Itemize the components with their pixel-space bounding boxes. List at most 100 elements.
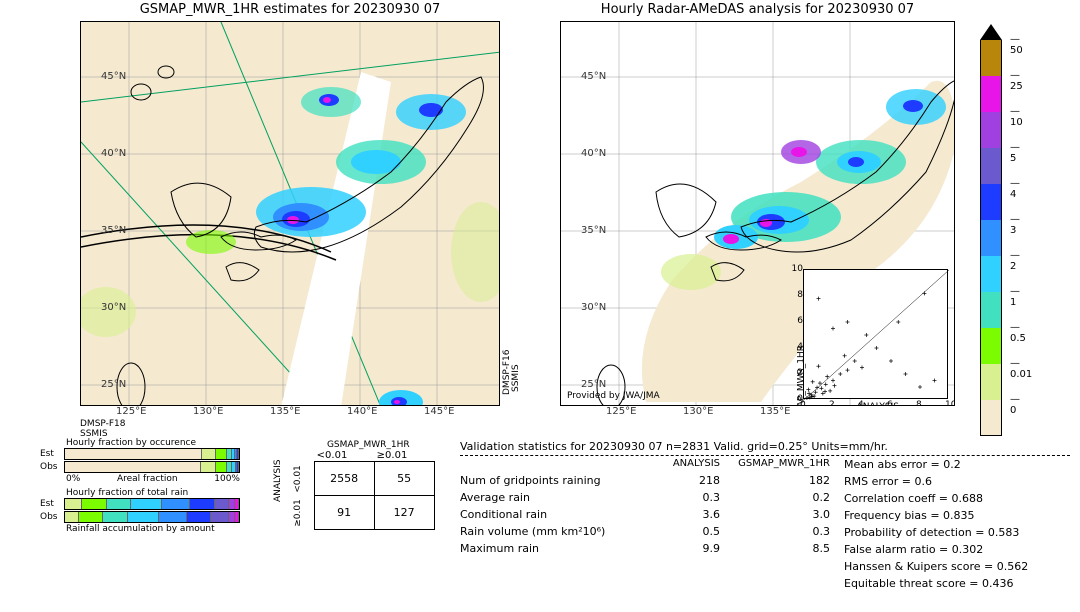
bar-segment [190,499,214,509]
lat-tick: 25°N [101,379,126,390]
scatter-point [823,390,827,394]
left-side-note2: SSMIS [511,364,521,392]
colorbar-segment [980,184,1002,220]
right-map-title: Hourly Radar-AMeDAS analysis for 2023093… [560,2,955,17]
colorbar-segment [980,256,1002,292]
colorbar-segment [980,328,1002,364]
scatter-point [819,386,823,390]
bar-segment [107,499,131,509]
fraction-bar [64,461,240,473]
lat-tick: 45°N [581,71,606,82]
bar-segment [65,462,201,472]
scatter-ytick: 10 [792,264,803,274]
scatter-point [846,368,850,372]
val-row-label: Rain volume (mm km²10⁶) [460,523,640,540]
lat-tick: 30°N [101,302,126,313]
bar-segment [202,449,216,459]
colorbar: — 50— 25— 10— 5— 4— 3— 2— 1— 0.5— 0.01— … [980,24,1002,436]
frac-footer2: Rainfall accumulation by amount [66,524,240,534]
val-metric: False alarm ratio = 0.302 [844,541,1070,558]
left-map-svg [81,22,500,406]
cont-cell: 127 [374,496,434,530]
scatter-ytick: 6 [797,316,803,326]
colorbar-tick: — 0 [1010,394,1020,416]
bar-row-label: Est [40,499,64,509]
scatter-point [860,366,864,370]
val-row-gsmap: 0.2 [720,489,830,506]
right-footnote: Provided by JWA/JMA [567,391,660,401]
cont-col-label: ≥0.01 [362,450,422,461]
lon-tick: 125°E [116,406,146,417]
scatter-point [815,386,819,390]
scatter-point [838,372,842,376]
contingency-table: 255855 91127 [314,461,435,530]
frac-footer1: Areal fraction [117,474,178,484]
colorbar-segment [980,148,1002,184]
cont-cell: 55 [374,462,434,496]
scatter-point [832,384,836,388]
scatter-ytick: 0 [797,394,803,404]
val-row-label: Conditional rain [460,506,640,523]
val-row-label: Num of gridpoints raining [460,472,640,489]
scatter-point [843,354,847,358]
val-metric: Probability of detection = 0.583 [844,524,1070,541]
colorbar-segment [980,112,1002,148]
cont-col-label: <0.01 [302,450,362,461]
cont-cell: 2558 [314,462,374,496]
lat-tick: 45°N [101,71,126,82]
bar-segment [159,512,187,522]
bar-segment [128,512,159,522]
bar-row-label: Obs [40,512,64,522]
scatter-point [864,333,868,337]
bar-segment [237,449,239,459]
validation-title: Validation statistics for 20230930 07 n=… [460,440,1070,456]
cont-cell: 91 [314,496,374,530]
colorbar-tick: — 0.01 [1010,358,1032,380]
scatter-ytick: 2 [797,368,803,378]
val-row-gsmap: 182 [720,472,830,489]
lon-tick: 135°E [760,406,790,417]
lat-tick: 40°N [581,148,606,159]
colorbar-tick: — 3 [1010,214,1020,236]
bar-segment [79,512,103,522]
bar-row-label: Obs [40,462,64,472]
scatter-point [828,389,832,393]
val-metric: Equitable threat score = 0.436 [844,575,1070,592]
val-row-analysis: 3.6 [640,506,720,523]
lat-tick: 35°N [101,225,126,236]
scatter-point [846,320,850,324]
val-metric: Mean abs error = 0.2 [844,456,1070,473]
left-map-title: GSMAP_MWR_1HR estimates for 20230930 07 [80,2,500,17]
val-row-analysis: 0.3 [640,489,720,506]
cont-side: ANALYSIS [273,490,283,502]
bar-segment [65,499,82,509]
left-map: 45°N 40°N 35°N 30°N 25°N [80,21,500,406]
lon-tick: 145°E [424,406,454,417]
scatter-point [806,388,810,392]
lon-tick: 130°E [193,406,223,417]
val-metric: Correlation coeff = 0.688 [844,490,1070,507]
bar-segment [235,512,238,522]
lon-tick: 130°E [683,406,713,417]
lat-tick: 35°N [581,225,606,236]
bar-segment [187,512,211,522]
bar-segment [103,512,127,522]
val-metric: Frequency bias = 0.835 [844,507,1070,524]
colorbar-tick: — 2 [1010,250,1020,272]
scatter-point [831,379,835,383]
bar-segment [82,499,106,509]
fraction-title1: Hourly fraction by occurence [66,438,240,448]
bar-segment [65,512,79,522]
cont-row-label: ≥0.01 [293,499,303,527]
scatter-point [875,346,879,350]
cont-header: GSMAP_MWR_1HR [302,440,435,450]
val-row-gsmap: 3.0 [720,506,830,523]
lon-tick: 140°E [347,406,377,417]
right-map-panel: Hourly Radar-AMeDAS analysis for 2023093… [560,2,955,420]
val-row-analysis: 0.5 [640,523,720,540]
frac-tick: 100% [214,474,240,484]
colorbar-tick: — 0.5 [1010,322,1026,344]
colorbar-segment [980,364,1002,400]
colorbar-arrow-icon [980,24,1002,40]
bar-segment [216,462,226,472]
